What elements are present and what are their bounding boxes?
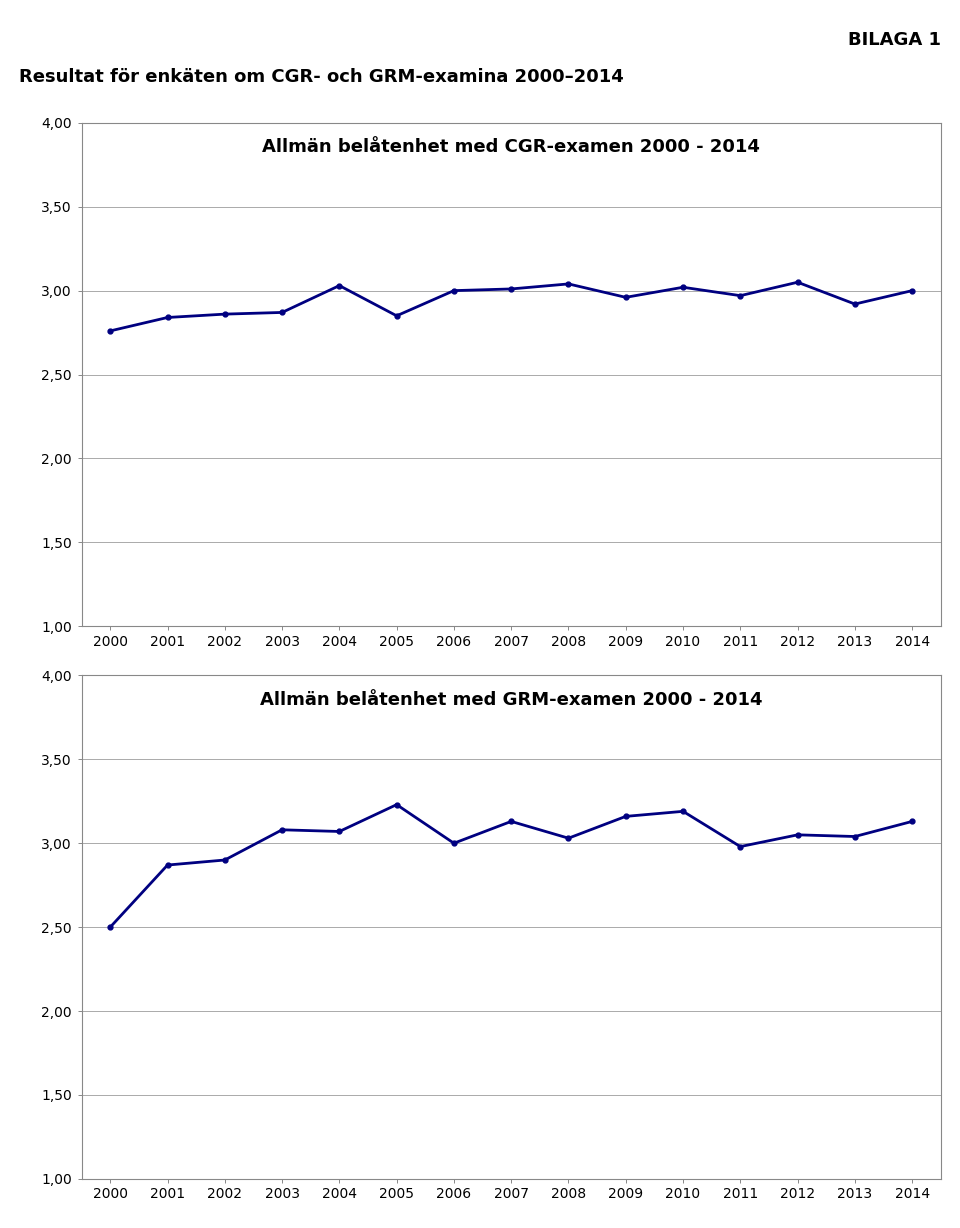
Text: Allmän belåtenhet med CGR-examen 2000 - 2014: Allmän belåtenhet med CGR-examen 2000 - … <box>262 138 760 156</box>
Text: BILAGA 1: BILAGA 1 <box>848 31 941 49</box>
Text: Resultat för enkäten om CGR- och GRM-examina 2000–2014: Resultat för enkäten om CGR- och GRM-exa… <box>19 68 624 86</box>
Text: Allmän belåtenhet med GRM-examen 2000 - 2014: Allmän belåtenhet med GRM-examen 2000 - … <box>260 690 762 709</box>
